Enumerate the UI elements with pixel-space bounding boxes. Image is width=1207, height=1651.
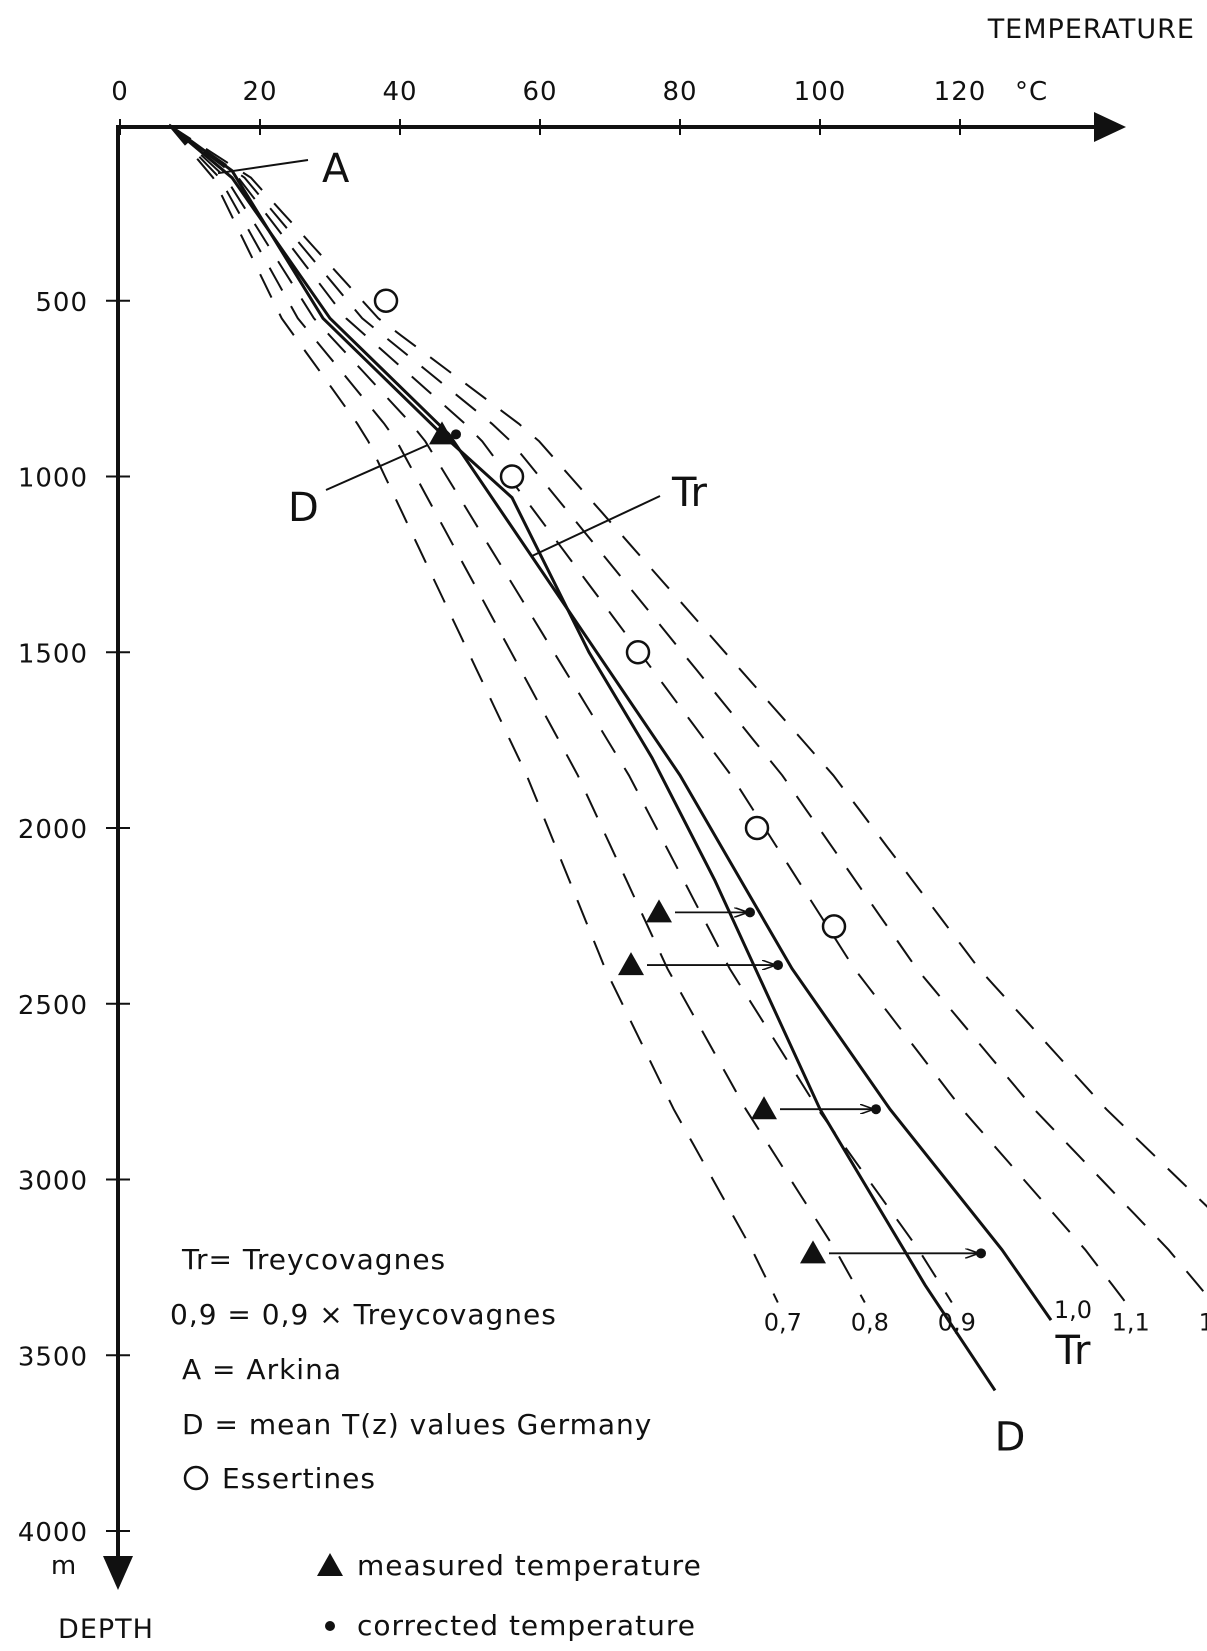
measured-point — [751, 1096, 777, 1120]
legend-essertines-symbol — [183, 1465, 209, 1491]
curve-label-0,7: 0,7 — [764, 1309, 802, 1337]
y-axis-unit: m — [51, 1551, 77, 1581]
measured-point — [646, 899, 672, 923]
y-tick-label: 3500 — [18, 1342, 88, 1372]
x-tick-label: 120 — [934, 77, 987, 107]
dashed-curve-1,2 — [168, 124, 1207, 1298]
x-tick-label: 20 — [242, 77, 277, 107]
tr-curve — [168, 123, 1053, 1321]
dashed-curve-0,8 — [168, 124, 866, 1303]
annotations: A D Tr — [217, 146, 708, 557]
curve-label-0,9: 0,9 — [938, 1309, 976, 1337]
corrected-point — [871, 1104, 881, 1115]
y-tick-label: 4000 — [18, 1518, 88, 1548]
y-tick-label: 2000 — [18, 815, 88, 845]
corrected-point — [976, 1248, 986, 1259]
curve-label-1,2: 1,2 — [1199, 1309, 1207, 1337]
legend-measured-symbol — [317, 1553, 343, 1576]
axes: TEMPERATURE °C m DEPTH 0 20 40 60 80 100 120 5… — [18, 14, 1195, 1645]
essertines-point — [625, 640, 651, 665]
measured-point — [800, 1240, 826, 1264]
curve-label-1,1: 1,1 — [1112, 1309, 1150, 1337]
main-curves — [168, 123, 1053, 1392]
y-tick-label: 1500 — [18, 639, 88, 669]
essertines-point — [499, 464, 525, 489]
correction-arrows — [647, 912, 978, 1253]
curve-label-0,8: 0,8 — [851, 1309, 889, 1337]
legend-arkina: A = Arkina — [182, 1353, 342, 1386]
x-ticks: 0 20 40 60 80 100 120 — [111, 77, 987, 135]
x-tick-label: 40 — [382, 77, 417, 107]
x-tick-label: 60 — [522, 77, 557, 107]
corrected-point — [773, 960, 783, 971]
annotation-d: D — [288, 485, 319, 531]
d-end-label: D — [995, 1414, 1026, 1460]
x-axis-unit: °C — [1015, 77, 1048, 107]
d-curve — [168, 123, 997, 1392]
measured-point — [618, 952, 644, 976]
essertines-point — [744, 815, 770, 841]
dashed-curve-1,1 — [168, 124, 1127, 1304]
measured-point — [429, 421, 455, 445]
x-tick-label: 80 — [662, 77, 697, 107]
x-axis-title: TEMPERATURE — [987, 14, 1195, 45]
essertines-point — [373, 288, 399, 313]
y-tick-label: 500 — [35, 288, 88, 318]
tr-end-label: Tr — [1055, 1328, 1092, 1374]
legend-essertines: Essertines — [222, 1462, 376, 1495]
x-tick-label: 0 — [111, 77, 129, 107]
y-tick-label: 1000 — [18, 464, 88, 494]
legend-germany: D = mean T(z) values Germany — [182, 1408, 652, 1441]
legend: Tr= Treycovagnes 0,9 = 0,9 × Treycovagne… — [170, 1243, 702, 1642]
dashed-curve-1,3 — [168, 124, 1207, 1208]
corrected-point — [745, 907, 755, 918]
y-axis-title: DEPTH — [58, 1614, 154, 1645]
dashed-curve-0,7 — [168, 124, 779, 1303]
annotation-d-leader — [325, 443, 429, 491]
curve-label-1,0: 1,0 — [1054, 1296, 1092, 1324]
dashed-factor-curves — [168, 124, 1207, 1304]
y-ticks: 500 1000 1500 2000 2500 3000 3500 4000 — [18, 288, 130, 1548]
y-tick-label: 2500 — [18, 991, 88, 1021]
corrected-point — [451, 429, 461, 440]
annotation-a: A — [322, 146, 350, 192]
legend-measured: measured temperature — [357, 1549, 702, 1582]
temperature-axis-arrowhead — [1094, 112, 1126, 142]
legend-corrected: corrected temperature — [357, 1609, 696, 1642]
data-markers — [373, 288, 986, 1264]
annotation-tr: Tr — [671, 470, 708, 516]
dashed-curve-0,9 — [168, 124, 953, 1304]
y-tick-label: 3000 — [18, 1167, 88, 1197]
legend-factor: 0,9 = 0,9 × Treycovagnes — [170, 1298, 557, 1331]
legend-tr: Tr= Treycovagnes — [181, 1243, 446, 1276]
annotation-a-leader — [217, 159, 309, 175]
essertines-point — [821, 914, 847, 939]
legend-corrected-symbol — [325, 1621, 335, 1631]
depth-axis-arrowhead — [103, 1556, 133, 1590]
x-tick-label: 100 — [794, 77, 847, 107]
annotation-tr-leader — [531, 495, 661, 557]
